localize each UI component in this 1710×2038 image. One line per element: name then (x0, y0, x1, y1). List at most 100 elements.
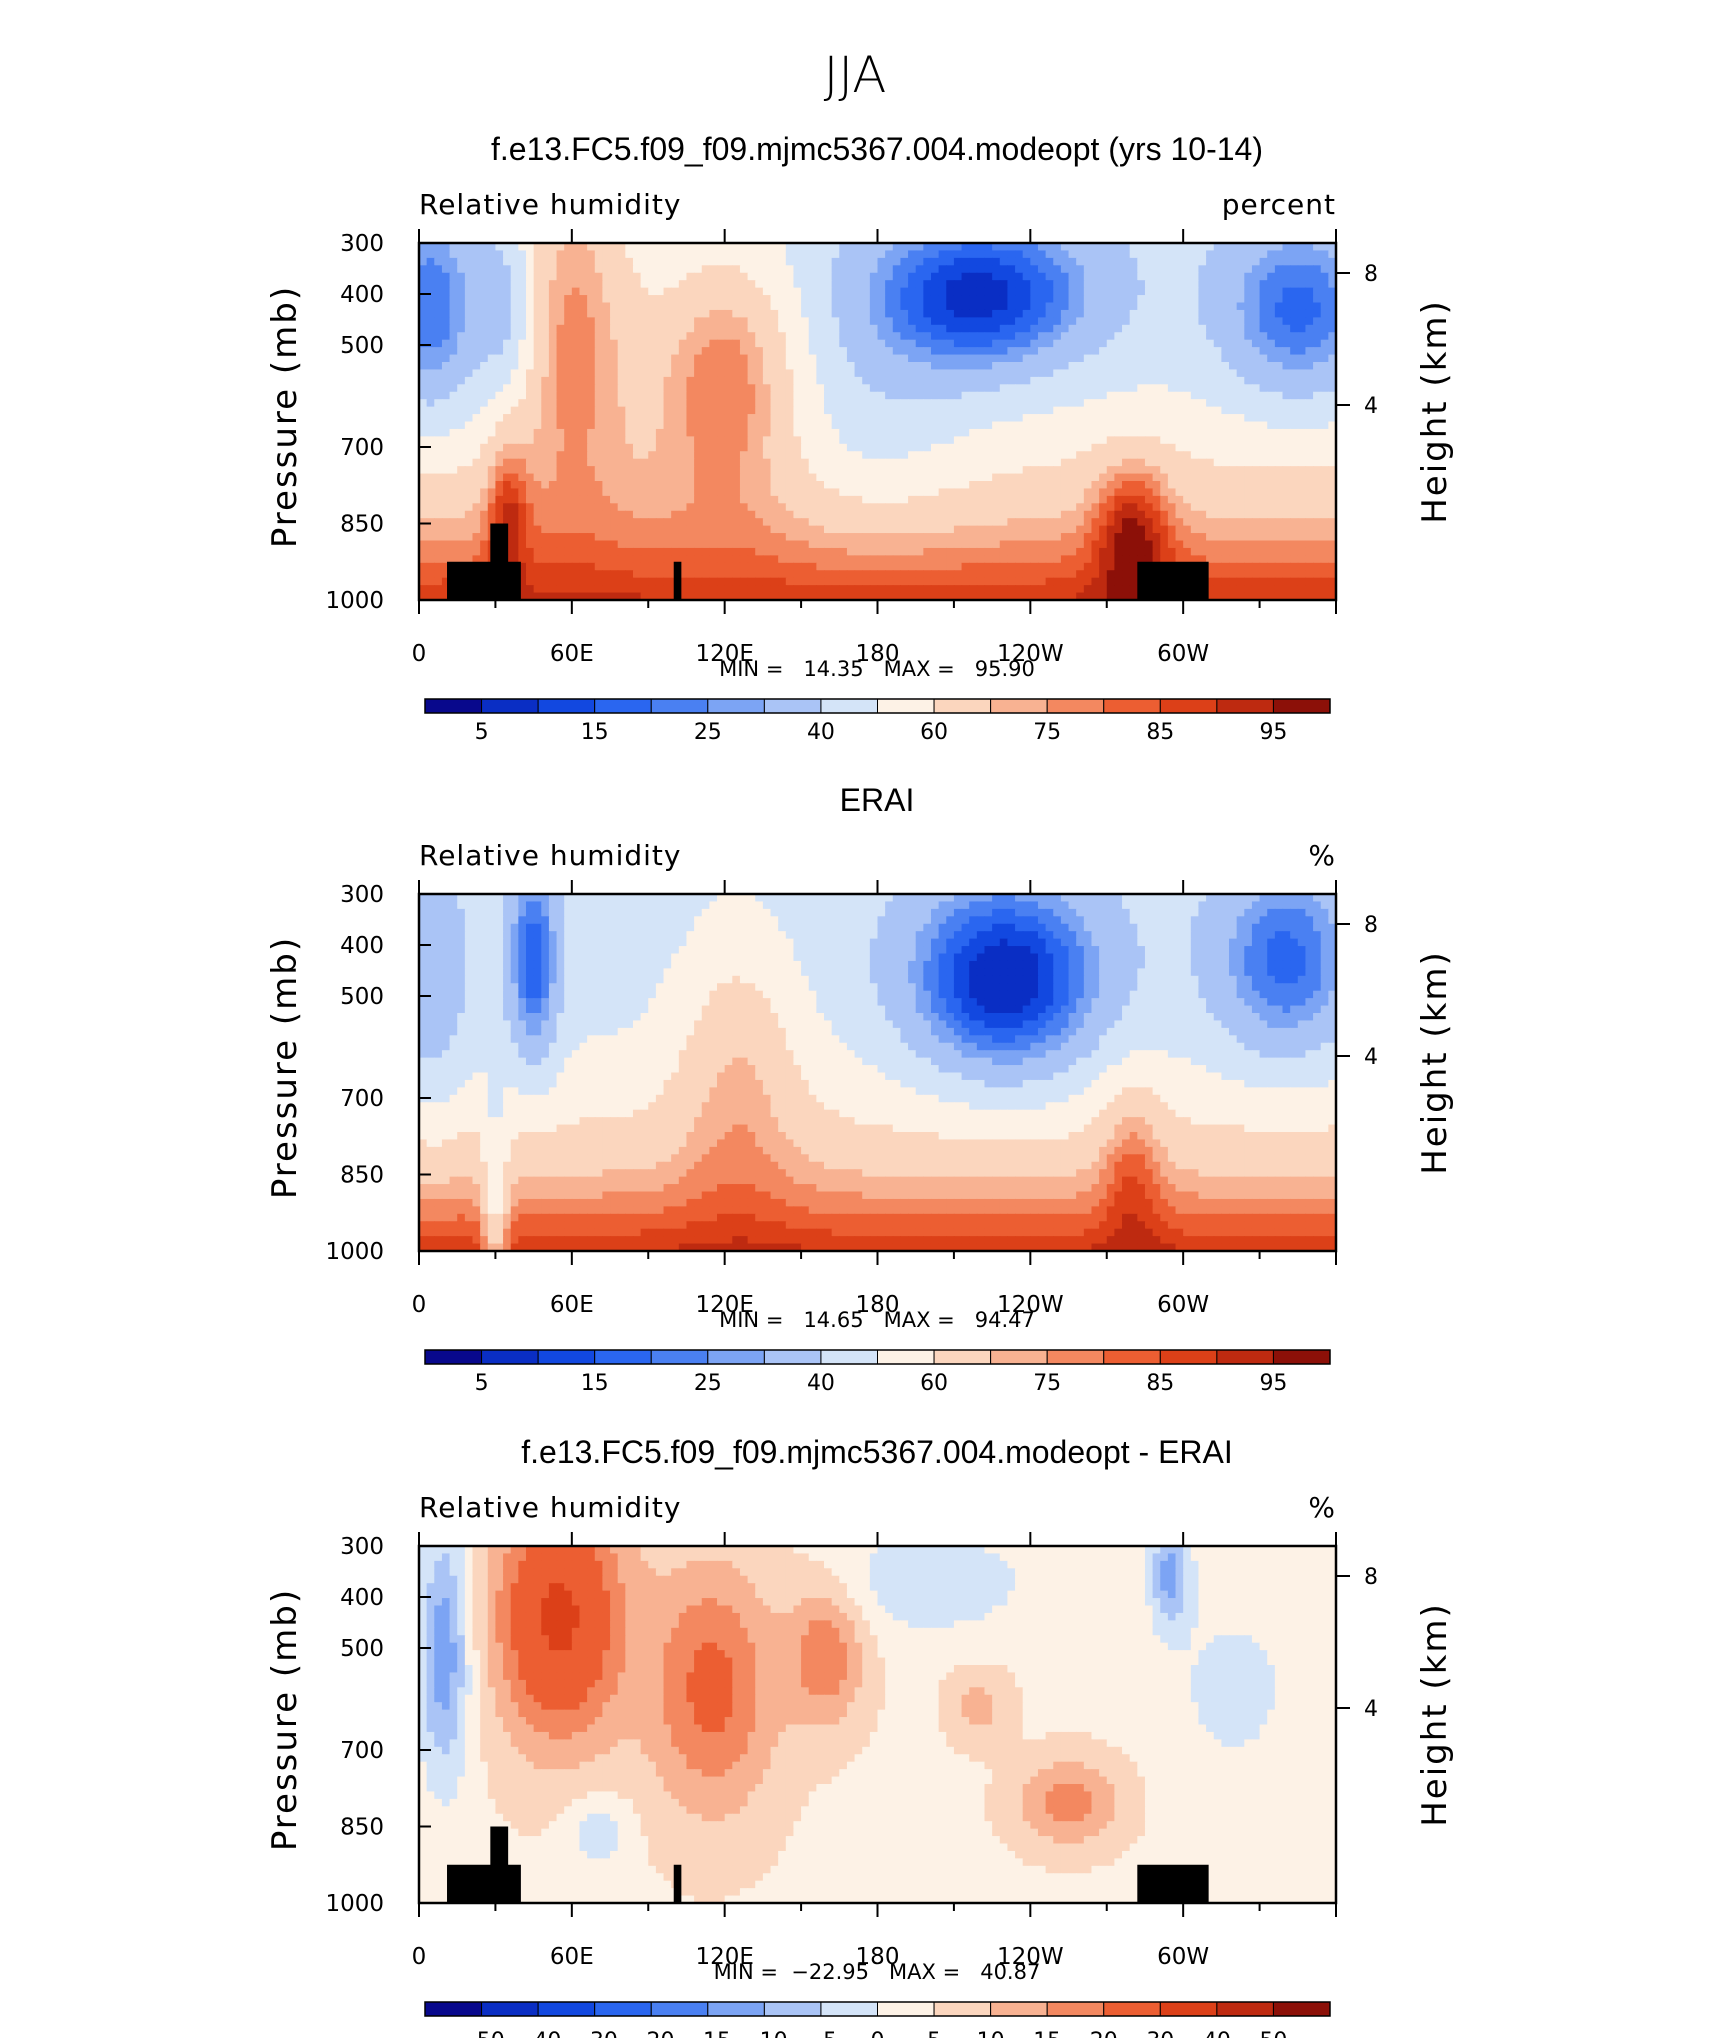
contour-cell (701, 510, 710, 519)
contour-cell (923, 243, 932, 252)
contour-cell (1297, 443, 1307, 452)
contour-cell (686, 540, 695, 549)
contour-cell (854, 376, 863, 385)
contour-cell (732, 280, 741, 289)
contour-cell (1244, 250, 1253, 259)
contour-cell (953, 503, 963, 512)
contour-cell (976, 518, 986, 527)
contour-cell (518, 347, 527, 356)
contour-cell (548, 510, 558, 519)
contour-cell (992, 347, 1001, 356)
contour-cell (648, 533, 657, 542)
contour-cell (992, 428, 1001, 437)
contour-cell (419, 287, 428, 296)
contour-cell (762, 287, 772, 296)
contour-cell (930, 399, 940, 408)
contour-cell (724, 250, 733, 259)
contour-cell (1030, 510, 1039, 519)
contour-cell (908, 391, 917, 400)
contour-cell (1320, 332, 1329, 341)
contour-cell (961, 250, 970, 259)
contour-cell (1167, 391, 1177, 400)
contour-cell (594, 481, 603, 490)
contour-cell (594, 384, 603, 393)
contour-cell (1282, 466, 1291, 475)
contour-cell (1137, 510, 1146, 519)
contour-cell (778, 354, 787, 363)
contour-cell (1282, 495, 1291, 504)
contour-cell (487, 295, 497, 304)
contour-cell (984, 518, 993, 527)
contour-cell (587, 347, 596, 356)
contour-cell (1137, 406, 1146, 415)
contour-cell (839, 376, 848, 385)
contour-cell (885, 547, 894, 556)
contour-cell (449, 324, 458, 333)
contour-cell (1122, 354, 1131, 363)
contour-cell (1305, 443, 1314, 452)
contour-cell (1282, 518, 1291, 527)
contour-cell (900, 354, 909, 363)
contour-cell (816, 317, 825, 326)
contour-cell (869, 414, 879, 423)
contour-cell (1030, 250, 1039, 259)
contour-cell (762, 347, 772, 356)
contour-cell (739, 451, 749, 460)
contour-cell (1274, 495, 1284, 504)
contour-cell (686, 436, 695, 445)
contour-cell (556, 443, 565, 452)
contour-cell (510, 466, 519, 475)
contour-cell (1030, 540, 1039, 549)
contour-cell (1114, 265, 1123, 274)
contour-cell (556, 518, 565, 527)
contour-cell (885, 481, 894, 490)
contour-cell (419, 473, 428, 482)
contour-cell (862, 287, 871, 296)
contour-cell (1213, 347, 1222, 356)
contour-cell (999, 428, 1009, 437)
contour-cell (739, 525, 749, 534)
contour-cell (571, 525, 581, 534)
contour-cell (1160, 250, 1169, 259)
contour-cell (739, 533, 749, 542)
contour-cell (1160, 332, 1169, 341)
contour-cell (1213, 272, 1222, 281)
contour-cell (885, 495, 894, 504)
contour-cell (564, 466, 573, 475)
contour-cell (1259, 399, 1268, 408)
contour-cell (717, 406, 726, 415)
contour-cell (816, 436, 825, 445)
contour-cell (1037, 384, 1047, 393)
contour-cell (678, 384, 688, 393)
contour-cell (1206, 257, 1215, 266)
contour-cell (571, 414, 581, 423)
contour-cell (1267, 347, 1276, 356)
contour-cell (518, 466, 527, 475)
contour-cell (686, 503, 695, 512)
contour-cell (694, 265, 703, 274)
contour-cell (1297, 384, 1307, 393)
contour-cell (1160, 533, 1169, 542)
contour-cell (617, 533, 626, 542)
contour-cell (518, 339, 527, 348)
contour-cell (1060, 243, 1070, 252)
contour-cell (770, 466, 779, 475)
contour-cell (1160, 488, 1169, 497)
contour-cell (1137, 503, 1146, 512)
contour-cell (1015, 376, 1024, 385)
contour-cell (999, 458, 1009, 467)
contour-cell (862, 243, 871, 252)
contour-cell (648, 443, 657, 452)
contour-cell (1144, 332, 1154, 341)
contour-cell (1053, 302, 1062, 311)
contour-cell (503, 317, 512, 326)
contour-cell (564, 436, 573, 445)
contour-cell (915, 421, 924, 430)
contour-cell (1198, 488, 1207, 497)
contour-cell (655, 518, 665, 527)
contour-cell (671, 473, 680, 482)
contour-cell (732, 406, 741, 415)
contour-cell (419, 265, 428, 274)
contour-cell (1290, 443, 1299, 452)
contour-cell (778, 265, 787, 274)
